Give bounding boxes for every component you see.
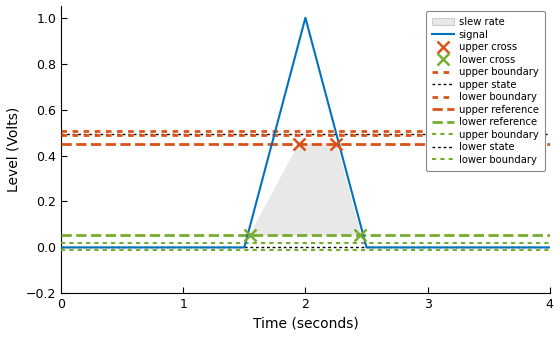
Polygon shape — [250, 144, 361, 235]
Legend: slew rate, signal, upper cross, lower cross, upper boundary, upper state, lower : slew rate, signal, upper cross, lower cr… — [426, 11, 545, 171]
X-axis label: Time (seconds): Time (seconds) — [253, 317, 358, 331]
Y-axis label: Level (Volts): Level (Volts) — [6, 107, 20, 192]
